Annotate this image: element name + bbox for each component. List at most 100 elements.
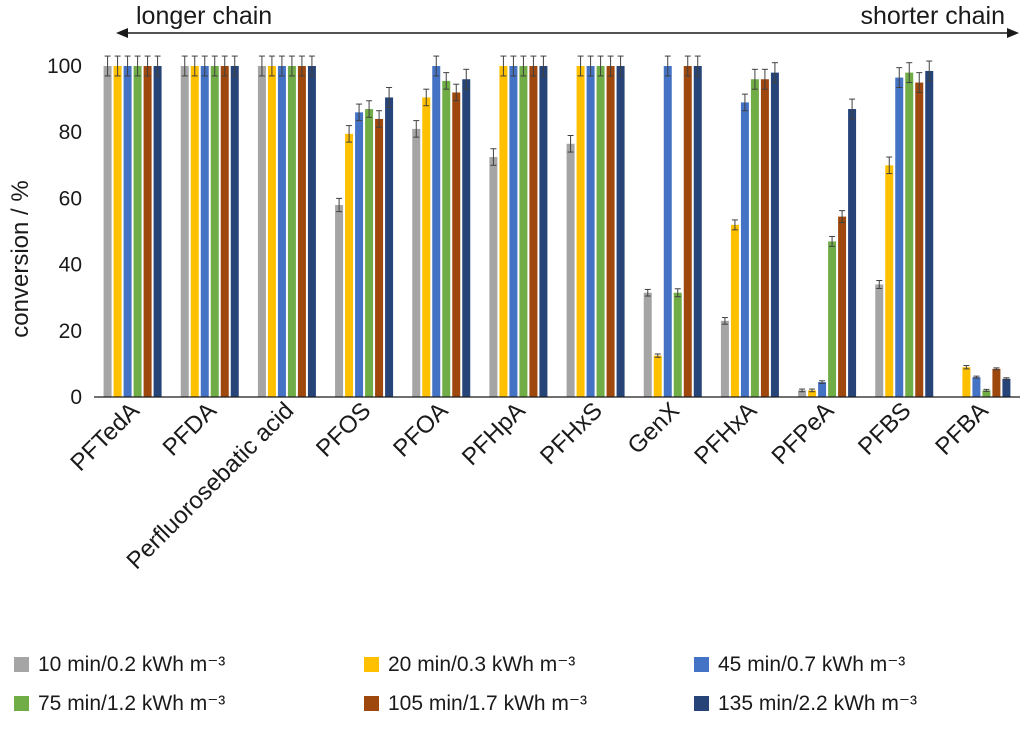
bar [297,66,306,397]
shorter-chain-label: shorter chain [860,2,1005,30]
legend-label: 20 min/0.3 kWh m⁻³ [388,653,576,676]
y-tick-label: 0 [70,386,82,409]
bar [808,390,817,397]
bar [663,66,672,397]
bar [683,66,692,397]
x-tick-label: PFOS [311,397,376,462]
legend-swatch [364,696,379,711]
bar [653,355,662,397]
bar [489,157,498,397]
bar [335,205,344,397]
legend-swatch [364,657,379,672]
longer-chain-label: longer chain [136,2,272,30]
bar [355,112,364,397]
legend-item: 135 min/2.2 kWh m⁻³ [694,691,1014,716]
bar [307,66,316,397]
bar [616,66,625,397]
legend: 10 min/0.2 kWh m⁻³ 20 min/0.3 kWh m⁻³ 45 m… [14,652,1014,716]
bar [462,79,471,398]
bar [848,109,857,397]
y-axis-ticks: 0 20 40 60 80 100 [47,55,82,409]
bar [267,66,276,397]
bar-chart: longer chain shorter chain conversion / … [7,2,1020,575]
bar [828,241,837,397]
bar [693,66,702,397]
y-tick-label: 100 [47,55,82,78]
x-tick-label: PFBA [930,397,993,460]
y-tick-label: 60 [59,187,82,210]
x-tick-label: PFHxS [535,397,608,470]
bar [566,143,575,397]
bar [1002,378,1011,397]
bar [730,224,739,397]
arrow-head-left [116,28,128,38]
bar [143,66,152,397]
bar [210,66,219,397]
bar [740,102,749,397]
legend-label: 135 min/2.2 kWh m⁻³ [718,692,917,715]
bar [838,216,847,397]
bar [422,97,431,397]
bars [103,66,1011,398]
bar [180,66,189,397]
bar [257,66,266,397]
bar [230,66,239,397]
bar [133,66,142,397]
legend-item: 75 min/1.2 kWh m⁻³ [14,691,364,716]
legend-swatch [14,696,29,711]
bar [509,66,518,397]
bar [385,97,394,397]
bar [905,72,914,398]
bar [529,66,538,397]
bar [220,66,229,397]
bar [190,66,199,397]
bar [452,92,461,397]
bar [992,368,1001,397]
bar [673,292,682,397]
bar [539,66,548,397]
bar [442,80,451,398]
y-tick-label: 80 [59,121,82,144]
legend-label: 75 min/1.2 kWh m⁻³ [38,692,226,715]
bar [103,66,112,397]
bar [643,292,652,397]
bar [770,72,779,398]
y-tick-label: 20 [59,320,82,343]
x-tick-label: GenX [623,397,685,459]
bar [885,165,894,397]
bar [915,82,924,398]
bar [972,377,981,397]
chain-length-arrow [116,28,1019,38]
bar [432,66,441,397]
x-tick-label: PFHpA [457,397,531,471]
bar [798,390,807,397]
legend-swatch [14,657,29,672]
legend-swatch [694,657,709,672]
bar [113,66,122,397]
bar [576,66,585,397]
x-tick-label: PFHxA [689,397,762,470]
legend-label: 10 min/0.2 kWh m⁻³ [38,653,226,676]
error-bars [104,55,1010,393]
bar [596,66,605,397]
legend-item: 105 min/1.7 kWh m⁻³ [364,691,694,716]
legend-item: 45 min/0.7 kWh m⁻³ [694,652,1014,677]
bar [153,66,162,397]
legend-item: 20 min/0.3 kWh m⁻³ [364,652,694,677]
bar [606,66,615,397]
bar [287,66,296,397]
y-tick-label: 40 [59,254,82,277]
bar [760,79,769,398]
bar [499,66,508,397]
bar [875,284,884,397]
bar [818,382,827,397]
bar [277,66,286,397]
bar [365,109,374,397]
legend-item: 10 min/0.2 kWh m⁻³ [14,652,364,677]
bar [720,320,729,397]
bar [586,66,595,397]
bar [962,367,971,397]
bar [345,133,354,398]
y-axis-title: conversion / % [7,180,34,337]
